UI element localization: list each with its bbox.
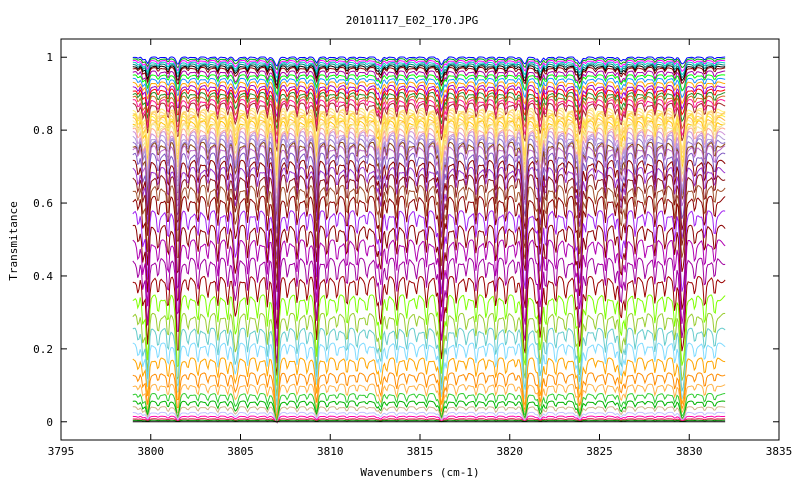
y-tick-label-1: 0.2 [33, 343, 53, 356]
series-line-46 [132, 327, 726, 406]
series-line-35 [132, 166, 726, 259]
y-tick-label-4: 0.8 [33, 124, 53, 137]
series-line-53 [132, 406, 726, 425]
y-tick-label-3: 0.6 [33, 197, 53, 210]
series-line-12 [132, 88, 726, 123]
series-line-3 [132, 61, 726, 80]
series-group [132, 56, 726, 425]
x-tick-label-7: 3830 [676, 445, 703, 458]
x-tick-label-5: 3820 [497, 445, 524, 458]
x-tick-label-1: 3800 [138, 445, 165, 458]
series-line-22 [132, 116, 726, 178]
series-line-13 [132, 91, 726, 129]
series-line-29 [132, 134, 726, 209]
series-line-1 [132, 58, 726, 71]
series-line-39 [132, 210, 726, 310]
series-line-36 [132, 174, 726, 269]
series-line-40 [132, 224, 726, 329]
chart-title: 20101117_E02_170.JPG [346, 14, 478, 27]
series-line-32 [132, 145, 726, 222]
x-tick-label-2: 3805 [227, 445, 254, 458]
series-line-2 [132, 59, 726, 75]
series-line-6 [132, 66, 726, 90]
series-line-41 [132, 239, 726, 347]
series-line-30 [132, 138, 726, 214]
series-line-9 [132, 77, 726, 104]
series-line-8 [132, 74, 726, 96]
series-line-42 [132, 257, 726, 364]
x-tick-label-0: 3795 [48, 445, 75, 458]
y-axis-label: Transmitance [7, 201, 20, 280]
series-line-34 [132, 159, 726, 247]
y-tick-label-5: 1 [46, 51, 53, 64]
x-tick-label-8: 3835 [766, 445, 793, 458]
x-tick-label-6: 3825 [586, 445, 613, 458]
series-line-10 [132, 81, 726, 112]
series-line-49 [132, 372, 726, 421]
series-line-38 [132, 195, 726, 293]
x-tick-label-3: 3810 [317, 445, 344, 458]
series-line-44 [132, 294, 726, 386]
ticks-group: 3795 3800 3805 3810 3815 3820 3825 3830 3835 0 0.2… [33, 39, 792, 458]
series-line-45 [132, 312, 726, 397]
series-line-37 [132, 184, 726, 281]
series-line-0 [132, 56, 726, 67]
x-tick-label-4: 3815 [407, 445, 434, 458]
series-line-50 [132, 383, 726, 421]
series-line-16 [132, 102, 726, 152]
series-line-4 [132, 63, 726, 84]
series-line-11 [132, 84, 726, 119]
y-tick-label-0: 0 [46, 416, 53, 429]
series-line-52 [132, 400, 726, 424]
series-line-47 [132, 342, 726, 414]
series-line-15 [132, 99, 726, 144]
y-tick-label-2: 0.4 [33, 270, 53, 283]
series-line-54 [132, 411, 726, 424]
series-line-57 [132, 419, 726, 423]
series-line-51 [132, 393, 726, 424]
series-line-14 [132, 95, 726, 136]
x-axis-label: Wavenumbers (cm-1) [360, 466, 479, 479]
series-line-33 [132, 152, 726, 234]
series-line-43 [132, 275, 726, 376]
series-line-48 [132, 357, 726, 419]
series-line-7 [132, 70, 726, 98]
series-line-55 [132, 415, 726, 424]
series-line-56 [132, 418, 726, 423]
series-line-5 [132, 65, 726, 87]
series-line-28 [132, 131, 726, 202]
